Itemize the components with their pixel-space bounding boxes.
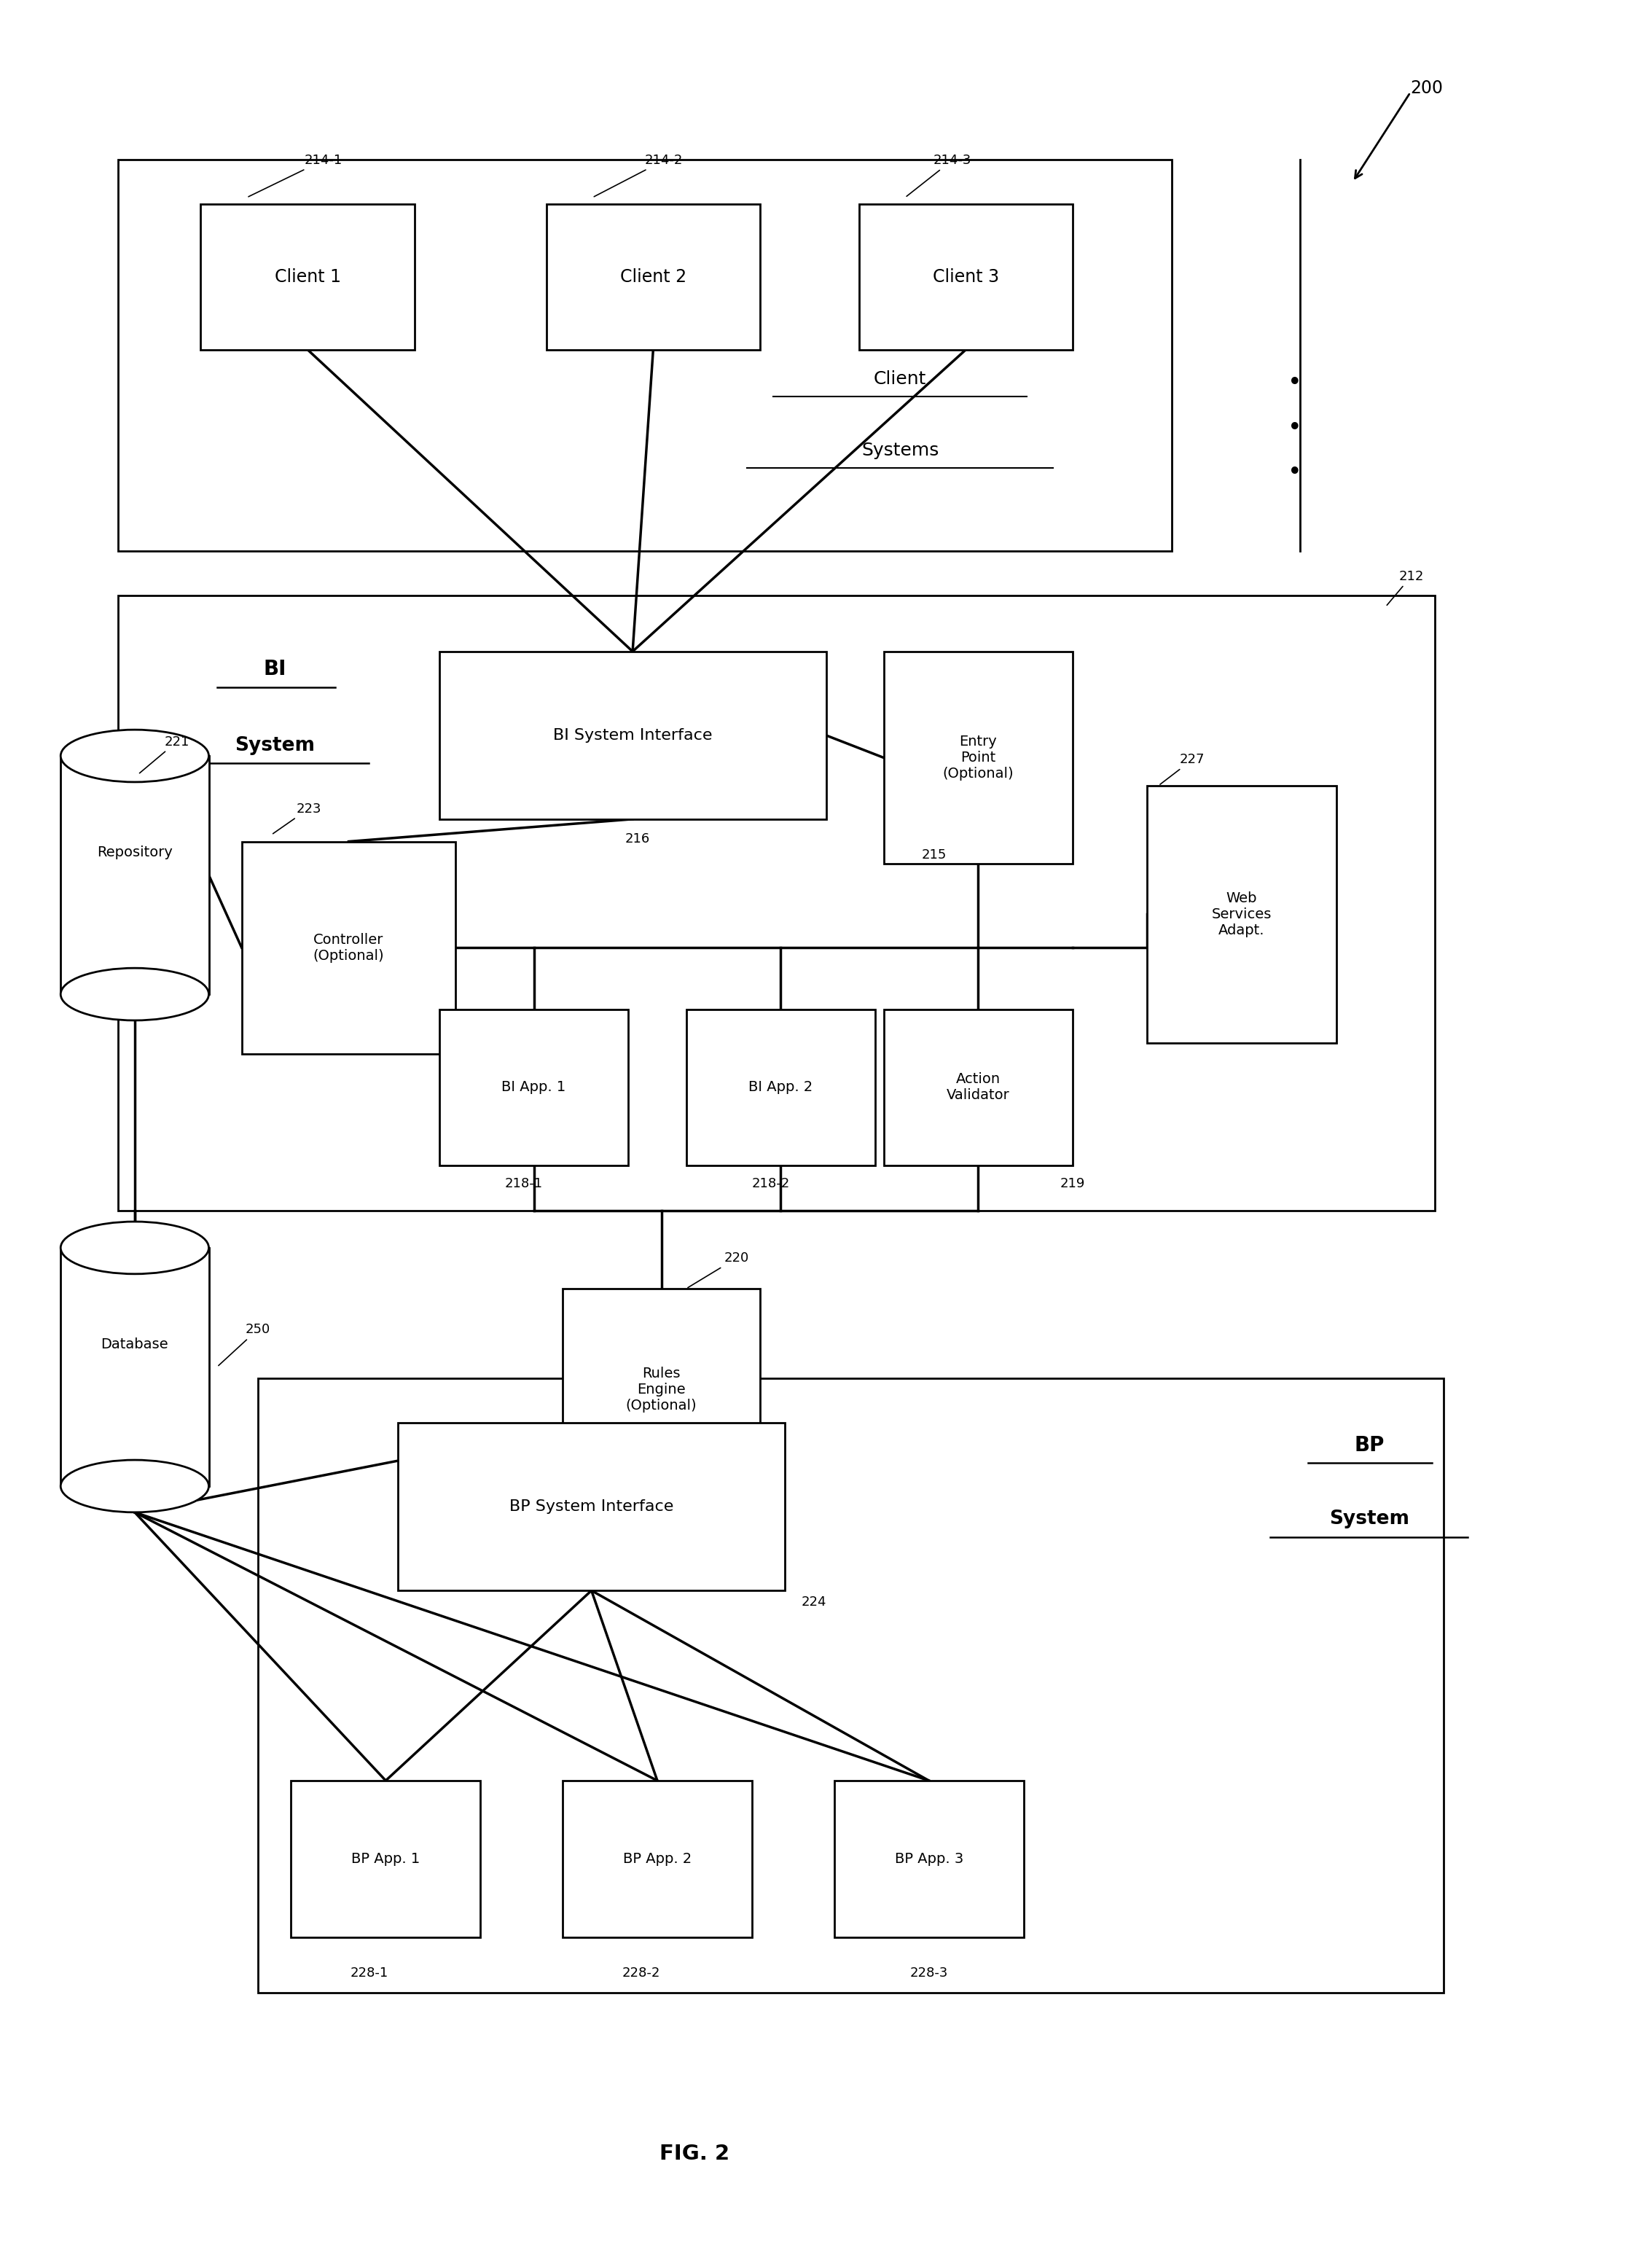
FancyBboxPatch shape [884, 1009, 1072, 1166]
FancyBboxPatch shape [547, 204, 760, 350]
FancyBboxPatch shape [398, 1424, 785, 1590]
Ellipse shape [61, 969, 208, 1020]
Text: BI System Interface: BI System Interface [553, 729, 712, 742]
Text: 228-1: 228-1 [350, 1966, 388, 1980]
Text: 214-1: 214-1 [248, 155, 342, 197]
Text: Client 1: Client 1 [274, 269, 340, 285]
Text: 214-3: 214-3 [907, 155, 971, 197]
Polygon shape [61, 756, 208, 993]
Ellipse shape [61, 1460, 208, 1513]
Text: 228-3: 228-3 [910, 1966, 948, 1980]
Polygon shape [61, 1249, 208, 1486]
Text: 200: 200 [1411, 78, 1444, 96]
Text: Entry
Point
(Optional): Entry Point (Optional) [943, 735, 1014, 780]
Text: 219: 219 [1059, 1177, 1085, 1191]
FancyBboxPatch shape [291, 1780, 481, 1937]
Text: Client: Client [874, 370, 927, 388]
Ellipse shape [61, 1222, 208, 1273]
Text: 227: 227 [1160, 753, 1204, 785]
Text: 250: 250 [218, 1323, 269, 1365]
Text: 218-1: 218-1 [506, 1177, 544, 1191]
Text: Web
Services
Adapt.: Web Services Adapt. [1211, 892, 1272, 937]
Text: •: • [1289, 415, 1302, 439]
Text: BI: BI [263, 659, 286, 679]
Text: Client 2: Client 2 [620, 269, 686, 285]
Text: 216: 216 [624, 832, 651, 845]
Text: Repository: Repository [97, 845, 172, 859]
FancyBboxPatch shape [563, 1289, 760, 1491]
FancyBboxPatch shape [1146, 785, 1336, 1043]
Text: Systems: Systems [861, 442, 938, 460]
FancyBboxPatch shape [119, 159, 1171, 552]
Text: System: System [235, 735, 314, 756]
Text: Database: Database [101, 1338, 169, 1352]
Text: 224: 224 [801, 1594, 826, 1608]
FancyBboxPatch shape [686, 1009, 876, 1166]
Text: 215: 215 [922, 847, 947, 861]
FancyBboxPatch shape [834, 1780, 1024, 1937]
Text: 214-2: 214-2 [595, 155, 684, 197]
Text: 218-2: 218-2 [752, 1177, 790, 1191]
Text: 212: 212 [1388, 569, 1424, 605]
FancyBboxPatch shape [119, 596, 1436, 1211]
Text: •: • [1289, 460, 1302, 484]
Text: BP App. 2: BP App. 2 [623, 1852, 692, 1865]
Text: System: System [1330, 1509, 1409, 1529]
FancyBboxPatch shape [563, 1780, 752, 1937]
FancyBboxPatch shape [258, 1379, 1444, 1993]
Text: 228-2: 228-2 [621, 1966, 659, 1980]
Ellipse shape [61, 729, 208, 782]
Text: FIG. 2: FIG. 2 [659, 2143, 729, 2164]
Text: 223: 223 [273, 803, 320, 834]
FancyBboxPatch shape [859, 204, 1072, 350]
FancyBboxPatch shape [884, 652, 1072, 863]
Text: BP: BP [1355, 1435, 1384, 1455]
Text: •: • [1289, 372, 1302, 395]
Text: BI App. 1: BI App. 1 [502, 1081, 567, 1094]
Text: Rules
Engine
(Optional): Rules Engine (Optional) [626, 1365, 697, 1412]
Text: BI App. 2: BI App. 2 [748, 1081, 813, 1094]
Text: BP App. 3: BP App. 3 [894, 1852, 963, 1865]
FancyBboxPatch shape [241, 841, 456, 1054]
Text: BP App. 1: BP App. 1 [352, 1852, 420, 1865]
Text: Client 3: Client 3 [933, 269, 999, 285]
Text: Controller
(Optional): Controller (Optional) [314, 933, 385, 962]
Text: Action
Validator: Action Validator [947, 1072, 1009, 1103]
Text: 220: 220 [687, 1251, 748, 1287]
Text: BP System Interface: BP System Interface [509, 1500, 674, 1513]
FancyBboxPatch shape [439, 1009, 628, 1166]
Text: 221: 221 [139, 735, 190, 773]
FancyBboxPatch shape [200, 204, 415, 350]
FancyBboxPatch shape [439, 652, 826, 818]
